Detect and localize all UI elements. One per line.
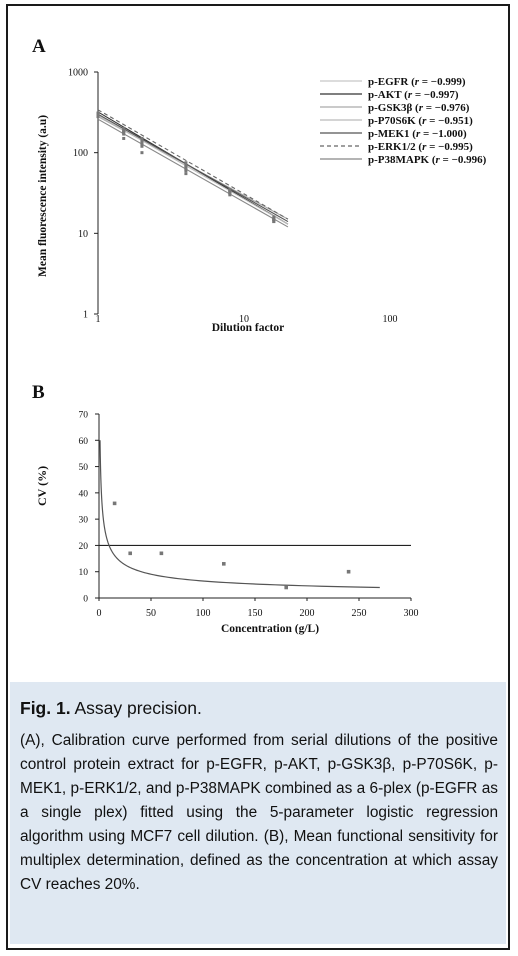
data-point [228, 193, 232, 197]
y-tick-label-b: 30 [79, 516, 89, 526]
legend-label: p-P38MAPK (r = −0.996) [368, 154, 487, 166]
legend-label: p-ERK1/2 (r = −0.995) [368, 141, 473, 153]
cv-point [284, 585, 288, 590]
y-tick-label-a: 100 [73, 148, 88, 159]
fit-line [97, 113, 289, 223]
data-point [228, 191, 232, 195]
y-tick-label-a: 1 [83, 310, 88, 321]
cv-point [222, 562, 226, 566]
x-tick-label-b: 0 [97, 608, 102, 619]
data-point [140, 136, 144, 140]
y-tick-label-a: 10 [78, 229, 88, 240]
data-point [272, 217, 276, 221]
legend-label: p-MEK1 (r = −1.000) [368, 128, 467, 140]
legend-label: p-P70S6K (r = −0.951) [368, 115, 473, 127]
y-tick-label-b: 50 [79, 463, 89, 473]
x-tick-label-b: 150 [248, 608, 263, 619]
data-point [122, 129, 126, 133]
data-point [140, 151, 144, 155]
x-tick-label-b: 200 [300, 608, 315, 619]
fit-line [97, 109, 289, 220]
cv-point [112, 501, 117, 506]
legend-label: p-GSK3β (r = −0.976) [368, 102, 470, 114]
fit-line [97, 118, 289, 228]
data-point [184, 172, 188, 176]
y-tick-label-b: 40 [79, 489, 89, 499]
data-point [228, 188, 232, 192]
fit-line [97, 114, 289, 225]
x-tick-label-a: 10 [239, 314, 249, 325]
y-axis-title-a: Mean fluorescence intensity (a.u) [37, 115, 49, 277]
x-tick-label-b: 100 [196, 608, 211, 619]
y-axis-title-b: CV (%) [35, 466, 49, 506]
caption-label: Fig. 1. [20, 698, 71, 718]
figure-frame: A 1 10 100 1000 1 10 100 p-EGFR (r = −0.999) p-… [6, 4, 510, 950]
data-point [184, 164, 188, 168]
data-point [272, 215, 276, 219]
legend-label: p-AKT (r = −0.997) [368, 89, 459, 101]
x-axis-title-b: Concentration (g/L) [221, 623, 319, 635]
legend-label: p-EGFR (r = −0.999) [368, 76, 466, 88]
data-point [272, 220, 276, 224]
data-point [140, 140, 144, 144]
caption-box [10, 682, 506, 944]
caption-title: Fig. 1. Assay precision. [20, 698, 202, 719]
data-point [184, 166, 188, 170]
data-point [184, 169, 188, 173]
data-point [96, 112, 100, 116]
y-tick-label-a: 1000 [68, 68, 88, 79]
y-tick-label-b: 0 [83, 595, 88, 605]
fit-curve [99, 440, 380, 589]
data-point [122, 126, 126, 130]
x-tick-label-a: 100 [383, 314, 398, 325]
cv-point [128, 551, 132, 556]
data-point [122, 132, 126, 136]
y-tick-label-b: 20 [79, 542, 89, 552]
data-point [140, 143, 144, 147]
cv-chart: B 0 10 20 30 40 50 60 70 0 50 100 150 200 250 300 Conc… [32, 382, 419, 635]
data-point [122, 136, 126, 140]
caption-body: (A), Calibration curve performed from se… [20, 732, 498, 893]
cv-point [346, 569, 351, 574]
x-tick-label-b: 300 [404, 608, 419, 619]
x-tick-label-b: 250 [352, 608, 367, 619]
y-tick-label-b: 10 [79, 568, 89, 578]
panel-b-label: B [32, 382, 45, 403]
x-tick-label-a: 1 [96, 314, 101, 325]
x-axis-title-a: Dilution factor [212, 322, 285, 334]
caption-heading: Assay precision. [74, 698, 202, 718]
y-tick-label-b: 60 [79, 437, 89, 447]
y-tick-label-b: 70 [79, 411, 89, 421]
cv-point [159, 551, 164, 556]
x-tick-label-b: 50 [146, 608, 156, 619]
panel-a-label: A [32, 36, 46, 57]
data-point [184, 161, 188, 165]
